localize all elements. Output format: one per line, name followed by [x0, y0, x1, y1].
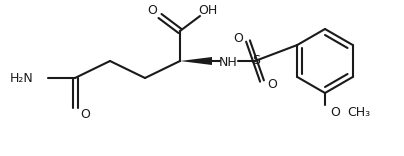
- Text: NH: NH: [219, 56, 238, 70]
- Text: H₂N: H₂N: [10, 71, 34, 85]
- Text: OH: OH: [198, 5, 218, 17]
- Text: O: O: [233, 32, 243, 44]
- Text: O: O: [147, 5, 157, 17]
- Text: O: O: [267, 78, 277, 90]
- Polygon shape: [180, 57, 212, 65]
- Text: S: S: [252, 54, 260, 66]
- Text: O: O: [80, 107, 90, 120]
- Text: O: O: [330, 107, 340, 119]
- Text: CH₃: CH₃: [347, 107, 370, 119]
